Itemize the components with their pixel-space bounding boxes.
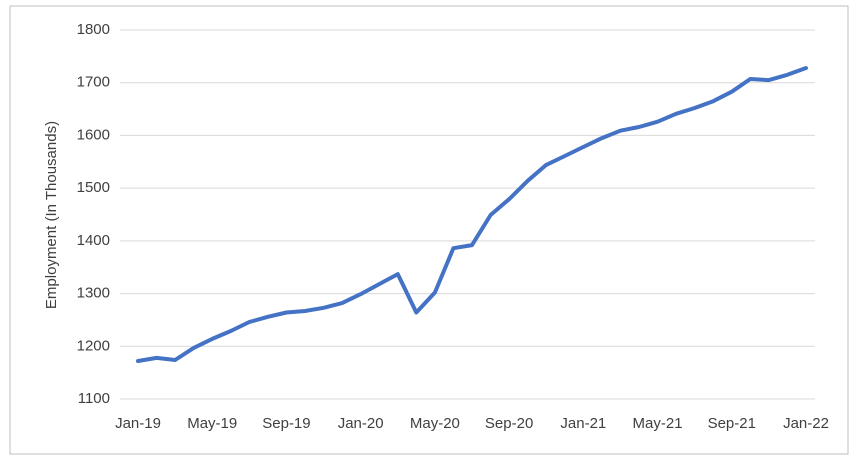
y-tick-label: 1600	[77, 126, 110, 143]
y-tick-label: 1200	[77, 337, 110, 354]
x-tick-label: May-21	[633, 415, 683, 432]
x-tick-label: Jan-22	[783, 415, 829, 432]
y-tick-label: 1100	[78, 390, 110, 407]
line-series	[136, 66, 808, 363]
x-tick-label: Sep-21	[708, 415, 756, 432]
x-tick-label: Jan-19	[115, 415, 161, 432]
x-tick-label: Sep-19	[262, 415, 310, 432]
x-tick-label: Sep-20	[485, 415, 533, 432]
y-tick-label: 1500	[77, 179, 110, 196]
y-axis-label: Employment (In Thousands)	[43, 121, 60, 309]
y-tick-label: 1800	[77, 21, 110, 38]
x-tick-label: Jan-20	[338, 415, 384, 432]
y-tick-label: 1300	[77, 285, 110, 302]
x-tick-label: May-20	[410, 415, 460, 432]
y-tick-label: 1700	[77, 74, 110, 91]
y-tick-label: 1400	[77, 232, 110, 249]
x-tick-label: May-19	[187, 415, 237, 432]
x-tick-label: Jan-21	[560, 415, 606, 432]
chart-border	[9, 5, 849, 455]
